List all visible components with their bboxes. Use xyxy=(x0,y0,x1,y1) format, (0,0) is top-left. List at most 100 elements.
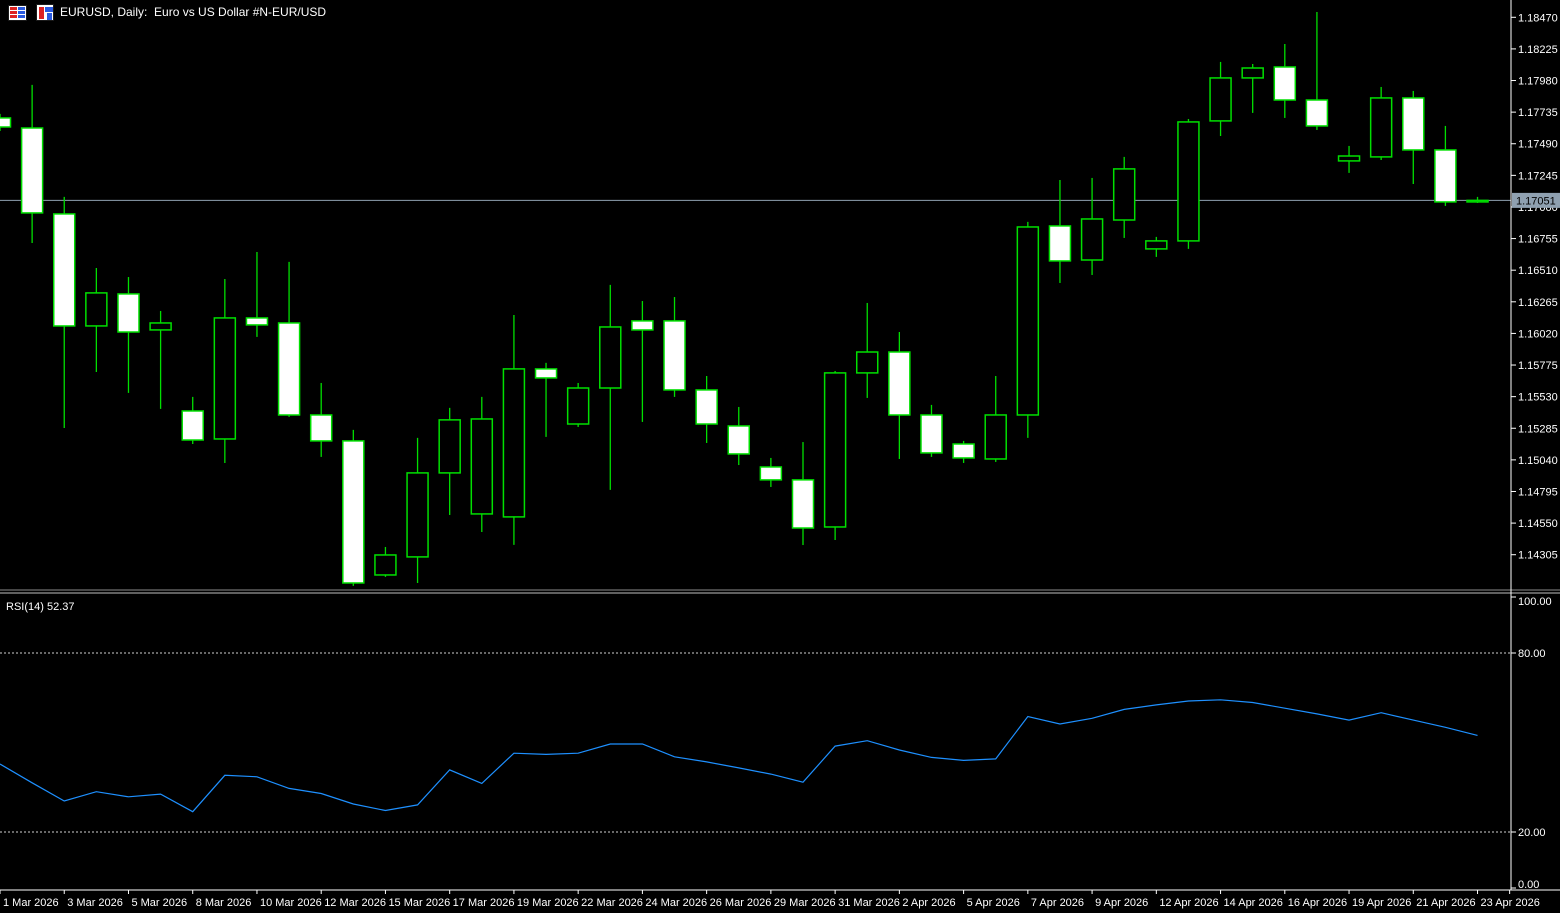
date-axis-label: 29 Mar 2026 xyxy=(774,897,836,909)
price-axis-label: 1.16510 xyxy=(1518,265,1558,277)
candle-body xyxy=(245,317,269,326)
candle-body xyxy=(952,443,975,459)
candle-body xyxy=(1466,199,1489,203)
candle-body xyxy=(1209,77,1232,122)
candle-body xyxy=(791,479,815,529)
candle-body xyxy=(663,320,686,391)
candle-body xyxy=(502,368,526,518)
table-icon-red-column xyxy=(10,7,17,19)
price-axis-label: 1.16020 xyxy=(1518,328,1558,340)
date-axis-label: 2 Apr 2026 xyxy=(902,897,955,909)
rsi-axis-label: 20.00 xyxy=(1518,827,1546,839)
candle-body xyxy=(20,127,44,214)
candle-body xyxy=(213,317,237,440)
candle-body xyxy=(1177,121,1200,242)
candle-body xyxy=(0,117,12,128)
candle-body xyxy=(374,554,397,576)
date-axis-label: 31 Mar 2026 xyxy=(838,897,900,909)
date-axis-label: 14 Apr 2026 xyxy=(1224,897,1283,909)
candle-body xyxy=(149,322,172,331)
date-axis-label: 10 Mar 2026 xyxy=(260,897,322,909)
price-axis-label: 1.16265 xyxy=(1518,297,1558,309)
candle-body xyxy=(566,387,590,425)
date-axis-label: 1 Mar 2026 xyxy=(3,897,59,909)
date-axis-label: 8 Mar 2026 xyxy=(196,897,252,909)
date-axis-label: 19 Mar 2026 xyxy=(517,897,579,909)
candle-body xyxy=(1273,66,1297,101)
date-axis-label: 12 Mar 2026 xyxy=(324,897,386,909)
date-axis-label: 12 Apr 2026 xyxy=(1159,897,1218,909)
date-axis-label: 17 Mar 2026 xyxy=(453,897,515,909)
chart-title: EURUSD, Daily: Euro vs US Dollar #N-EUR/… xyxy=(60,5,327,19)
candle-body xyxy=(438,419,461,474)
candle-body xyxy=(1434,149,1457,203)
candle-body xyxy=(1402,97,1425,151)
price-axis-label: 1.15285 xyxy=(1518,423,1558,435)
date-axis-label: 26 Mar 2026 xyxy=(710,897,772,909)
rsi-axis[interactable]: 100.00 80.00 20.00 0.00 xyxy=(1511,596,1552,891)
candle-body xyxy=(470,418,494,515)
candle-body xyxy=(117,293,140,333)
date-axis-label: 9 Apr 2026 xyxy=(1095,897,1148,909)
date-axis-label: 3 Mar 2026 xyxy=(67,897,123,909)
price-axis-label: 1.17490 xyxy=(1518,139,1558,151)
date-axis-label: 15 Mar 2026 xyxy=(388,897,450,909)
price-axis-label: 1.15775 xyxy=(1518,360,1558,372)
current-price-badge-text: 1.17051 xyxy=(1516,195,1556,207)
price-axis-label: 1.14305 xyxy=(1518,550,1558,562)
date-axis-label: 5 Apr 2026 xyxy=(967,897,1020,909)
candle-body xyxy=(920,414,943,454)
price-axis-label: 1.18470 xyxy=(1518,12,1558,24)
price-axis-label: 1.15530 xyxy=(1518,392,1558,404)
candle-body xyxy=(1080,218,1104,261)
candle-body xyxy=(1048,225,1072,262)
candle-body xyxy=(85,292,108,327)
price-axis-label: 1.17980 xyxy=(1518,76,1558,88)
candle-body xyxy=(695,389,718,425)
table-icon-blue-column xyxy=(18,7,25,19)
candle-body xyxy=(181,410,204,441)
table-icon[interactable] xyxy=(8,5,27,21)
candle-body xyxy=(823,372,847,528)
date-axis-label: 24 Mar 2026 xyxy=(645,897,707,909)
candle-body xyxy=(984,414,1007,460)
date-axis-label: 23 Apr 2026 xyxy=(1481,897,1540,909)
rsi-axis-label: 100.00 xyxy=(1518,596,1552,608)
date-axis-label: 22 Mar 2026 xyxy=(581,897,643,909)
candle-body xyxy=(1112,168,1136,221)
date-axis-label: 16 Apr 2026 xyxy=(1288,897,1347,909)
candle-body xyxy=(1241,67,1264,79)
chart-bars-icon[interactable] xyxy=(36,4,54,21)
candle-body xyxy=(1305,99,1329,127)
rsi-axis-label: 80.00 xyxy=(1518,648,1546,660)
candle-body xyxy=(759,466,783,481)
price-axis-label: 1.15040 xyxy=(1518,455,1558,467)
date-axis[interactable]: 1 Mar 2026 3 Mar 2026 5 Mar 2026 8 Mar 2026… xyxy=(0,890,1540,909)
chart-bars-icon-blue-right xyxy=(47,13,52,20)
candle-body xyxy=(599,326,622,389)
candle-body xyxy=(631,320,654,331)
price-axis-label: 1.14795 xyxy=(1518,486,1558,498)
chart-bars-icon-red-bar xyxy=(39,7,44,19)
candle-body xyxy=(534,368,558,379)
chart-bars-icon-blue-top xyxy=(45,7,53,12)
current-price-badge xyxy=(1512,192,1560,208)
candle-body xyxy=(888,351,911,416)
candle-body xyxy=(1145,240,1168,250)
price-axis-label: 1.17245 xyxy=(1518,170,1558,182)
rsi-indicator-label: RSI(14) 52.37 xyxy=(6,601,75,613)
date-axis-label: 21 Apr 2026 xyxy=(1416,897,1475,909)
date-axis-label: 19 Apr 2026 xyxy=(1352,897,1411,909)
candle-body xyxy=(406,472,429,558)
candle-body xyxy=(727,425,751,455)
candle-body xyxy=(855,351,879,374)
candle-body xyxy=(309,414,333,442)
price-axis-label: 1.14550 xyxy=(1518,518,1558,530)
candle-body xyxy=(1016,226,1040,416)
candle-body xyxy=(277,322,301,416)
candle-body xyxy=(1337,155,1361,162)
price-axis-label: 1.17735 xyxy=(1518,107,1558,119)
